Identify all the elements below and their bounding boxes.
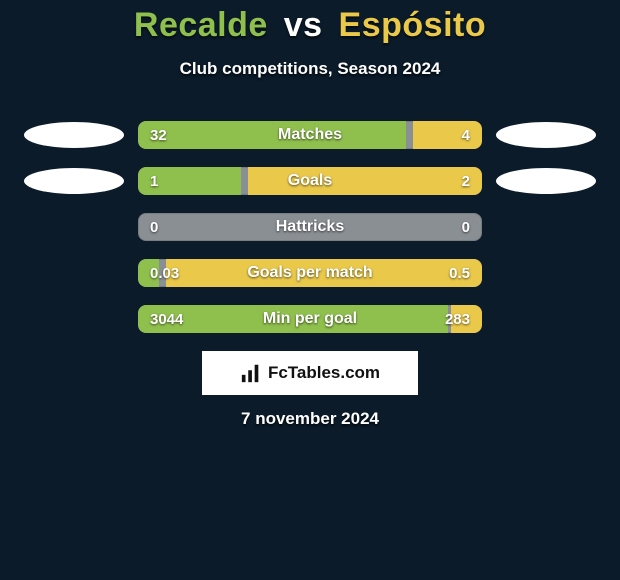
page-title: Recalde vs Espósito — [0, 6, 620, 45]
left-fill — [138, 121, 406, 149]
stat-bar: 324Matches — [138, 121, 482, 149]
right-value: 0.5 — [449, 259, 470, 287]
stat-row: 324Matches — [0, 121, 620, 149]
right-team-badge — [492, 121, 600, 149]
right-value: 4 — [462, 121, 470, 149]
right-fill — [413, 121, 482, 149]
footer-logo: FcTables.com — [202, 351, 418, 395]
subtitle: Club competitions, Season 2024 — [0, 59, 620, 79]
left-value: 0.03 — [150, 259, 179, 287]
stat-row: 0.030.5Goals per match — [0, 259, 620, 287]
left-team-badge — [20, 167, 128, 195]
right-team-badge — [492, 259, 600, 287]
stat-bar: 12Goals — [138, 167, 482, 195]
bar-chart-icon — [240, 362, 262, 384]
left-value: 32 — [150, 121, 167, 149]
stat-bar: 0.030.5Goals per match — [138, 259, 482, 287]
footer-logo-text: FcTables.com — [268, 363, 380, 383]
date-text: 7 november 2024 — [0, 409, 620, 429]
stats-rows: 324Matches12Goals00Hattricks0.030.5Goals… — [0, 121, 620, 333]
left-value: 0 — [150, 213, 158, 241]
right-value: 283 — [445, 305, 470, 333]
right-team-badge — [492, 213, 600, 241]
player2-name: Espósito — [339, 6, 487, 44]
right-fill — [166, 259, 482, 287]
title-vs: vs — [284, 6, 323, 44]
player1-name: Recalde — [134, 6, 268, 44]
stat-row: 12Goals — [0, 167, 620, 195]
stat-row: 3044283Min per goal — [0, 305, 620, 333]
right-fill — [248, 167, 482, 195]
stat-label: Hattricks — [138, 218, 482, 236]
right-value: 0 — [462, 213, 470, 241]
left-team-badge — [20, 259, 128, 287]
left-value: 3044 — [150, 305, 183, 333]
left-team-badge — [20, 121, 128, 149]
right-team-badge — [492, 167, 600, 195]
left-team-badge — [20, 213, 128, 241]
left-team-badge — [20, 305, 128, 333]
right-value: 2 — [462, 167, 470, 195]
left-value: 1 — [150, 167, 158, 195]
comparison-infographic: Recalde vs Espósito Club competitions, S… — [0, 0, 620, 580]
stat-row: 0 0Hattricks — [0, 213, 620, 241]
stat-bar: 0 0Hattricks — [138, 213, 482, 241]
right-team-badge — [492, 305, 600, 333]
stat-bar: 3044283Min per goal — [138, 305, 482, 333]
left-fill — [138, 305, 448, 333]
